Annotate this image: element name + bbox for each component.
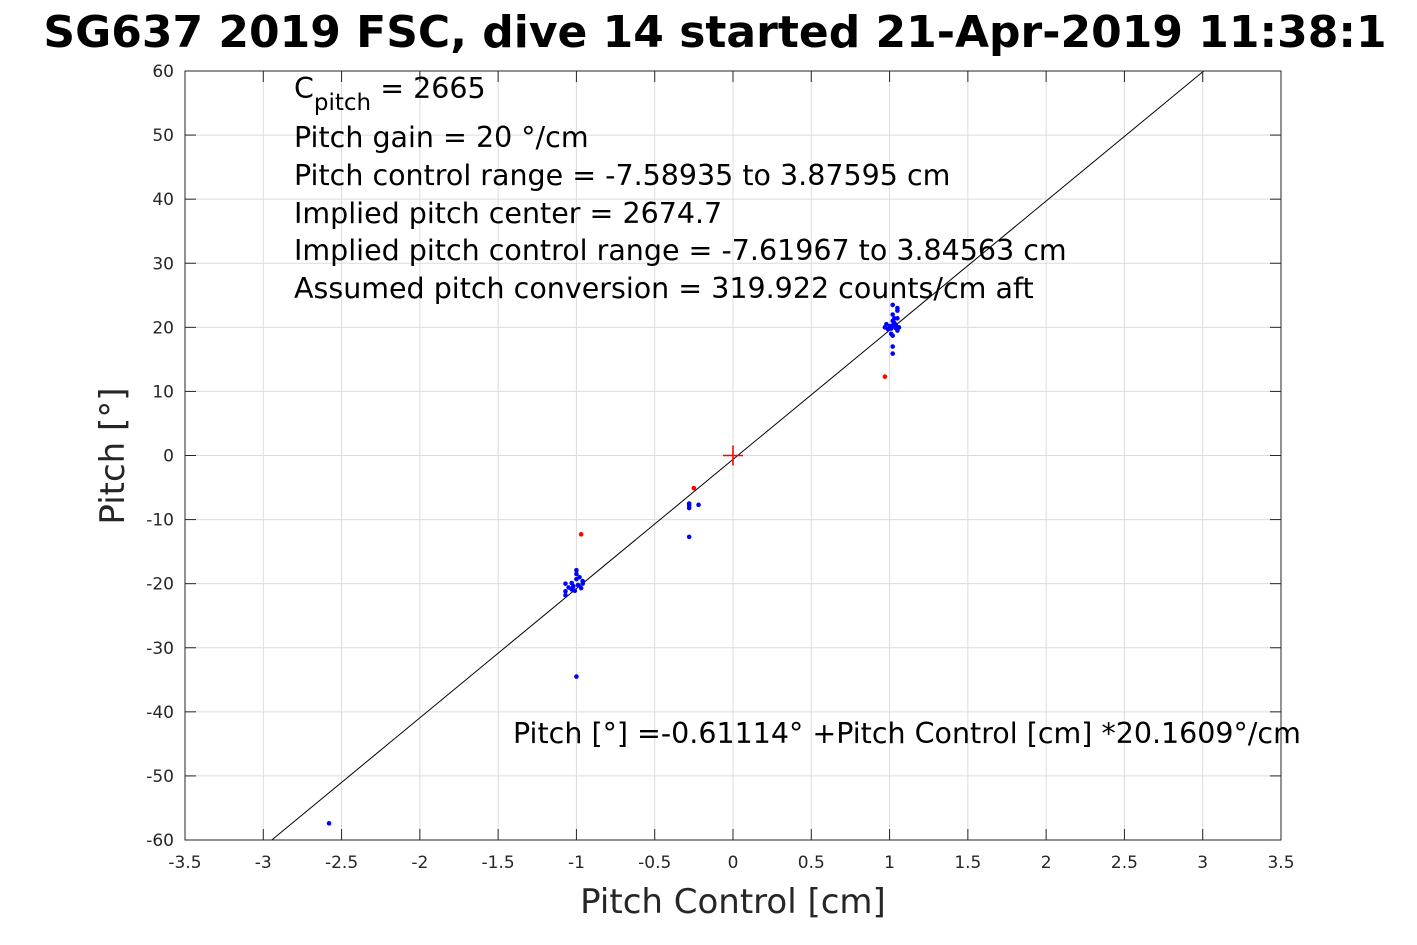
fit-equation: Pitch [°] =-0.61114° +Pitch Control [cm]… bbox=[513, 717, 1301, 750]
x-tick-label: 1.5 bbox=[954, 853, 981, 873]
y-tick-label: 10 bbox=[152, 382, 174, 402]
data-point bbox=[890, 351, 896, 356]
data-point bbox=[574, 567, 579, 573]
x-tick-label: 2 bbox=[1041, 853, 1052, 873]
data-point bbox=[890, 312, 896, 317]
data-point bbox=[574, 571, 579, 577]
annotation-pitch-conversion: Assumed pitch conversion = 319.922 count… bbox=[294, 272, 1034, 305]
x-tick-label: -1 bbox=[568, 853, 585, 873]
x-tick-label: 1 bbox=[884, 853, 895, 873]
data-point bbox=[575, 582, 581, 588]
x-tick-label: -1.5 bbox=[482, 853, 515, 873]
x-tick-label: -2 bbox=[411, 853, 428, 873]
tick-marks bbox=[184, 70, 1282, 841]
annotation-block: Cpitch = 2665 Pitch gain = 20 °/cm Pitch… bbox=[294, 72, 1067, 305]
data-point bbox=[574, 674, 579, 679]
data-points bbox=[326, 302, 902, 826]
data-point bbox=[882, 374, 888, 379]
y-tick-label: 60 bbox=[152, 62, 174, 82]
annotation-implied-pitch-center: Implied pitch center = 2674.7 bbox=[294, 197, 722, 230]
y-tick-label: -60 bbox=[146, 831, 174, 851]
data-point bbox=[570, 583, 576, 589]
data-point bbox=[686, 534, 692, 540]
data-point bbox=[890, 302, 896, 308]
data-point bbox=[895, 305, 900, 311]
center-marker-group bbox=[723, 445, 743, 466]
data-point bbox=[578, 532, 584, 537]
data-point bbox=[572, 588, 578, 594]
c-pitch-base: C bbox=[294, 72, 314, 105]
data-point bbox=[890, 344, 896, 349]
data-point bbox=[563, 581, 568, 586]
x-tick-label: 3 bbox=[1197, 853, 1208, 873]
data-point bbox=[563, 592, 568, 598]
chart-title: SG637 2019 FSC, dive 14 started 21-Apr-2… bbox=[43, 7, 1386, 58]
y-tick-label: 50 bbox=[152, 126, 174, 146]
x-tick-label: -3 bbox=[255, 853, 272, 873]
data-point bbox=[578, 585, 584, 591]
x-tick-label: 3.5 bbox=[1267, 853, 1294, 873]
x-tick-labels: -3.5 -3 -2.5 -2 -1.5 -1 -0.5 0 0.5 1 1.5 2 2.5 3 3.5 bbox=[168, 853, 1294, 873]
c-pitch-value: = 2665 bbox=[371, 72, 486, 105]
y-tick-label: -40 bbox=[146, 703, 174, 723]
x-axis-label: Pitch Control [cm] bbox=[580, 882, 886, 922]
y-tick-label: -20 bbox=[146, 575, 174, 595]
data-point bbox=[580, 581, 585, 586]
y-tick-label: 0 bbox=[163, 447, 174, 467]
y-tick-labels: -60 -50 -40 -30 -20 -10 0 10 20 30 40 50 60 bbox=[146, 62, 174, 851]
data-point bbox=[563, 589, 568, 594]
x-tick-label: -3.5 bbox=[168, 853, 201, 873]
annotation-pitch-gain: Pitch gain = 20 °/cm bbox=[294, 121, 589, 154]
y-tick-label: -30 bbox=[146, 639, 174, 659]
data-point bbox=[686, 503, 692, 508]
x-tick-label: -0.5 bbox=[638, 853, 671, 873]
data-point bbox=[895, 316, 900, 321]
y-tick-label: -10 bbox=[146, 511, 174, 531]
x-tick-label: 0.5 bbox=[798, 853, 825, 873]
y-tick-label: 30 bbox=[152, 254, 174, 274]
x-tick-label: -2.5 bbox=[325, 853, 358, 873]
annotation-pitch-control-range: Pitch control range = -7.58935 to 3.8759… bbox=[294, 159, 950, 192]
x-tick-label: 2.5 bbox=[1111, 853, 1138, 873]
y-tick-label: -50 bbox=[146, 767, 174, 787]
y-tick-label: 40 bbox=[152, 190, 174, 210]
y-axis-label: Pitch [°] bbox=[93, 387, 133, 524]
data-point bbox=[696, 502, 701, 508]
annotation-implied-control-range: Implied pitch control range = -7.61967 t… bbox=[294, 234, 1067, 267]
data-point bbox=[691, 485, 697, 491]
data-point bbox=[896, 325, 902, 330]
x-tick-label: 0 bbox=[728, 853, 739, 873]
c-pitch-subscript: pitch bbox=[314, 90, 371, 116]
data-point bbox=[326, 821, 332, 826]
y-tick-label: 20 bbox=[152, 318, 174, 338]
data-point bbox=[888, 331, 894, 337]
data-point bbox=[893, 322, 899, 328]
annotation-c-pitch: Cpitch = 2665 bbox=[294, 72, 486, 116]
data-point bbox=[577, 574, 582, 580]
